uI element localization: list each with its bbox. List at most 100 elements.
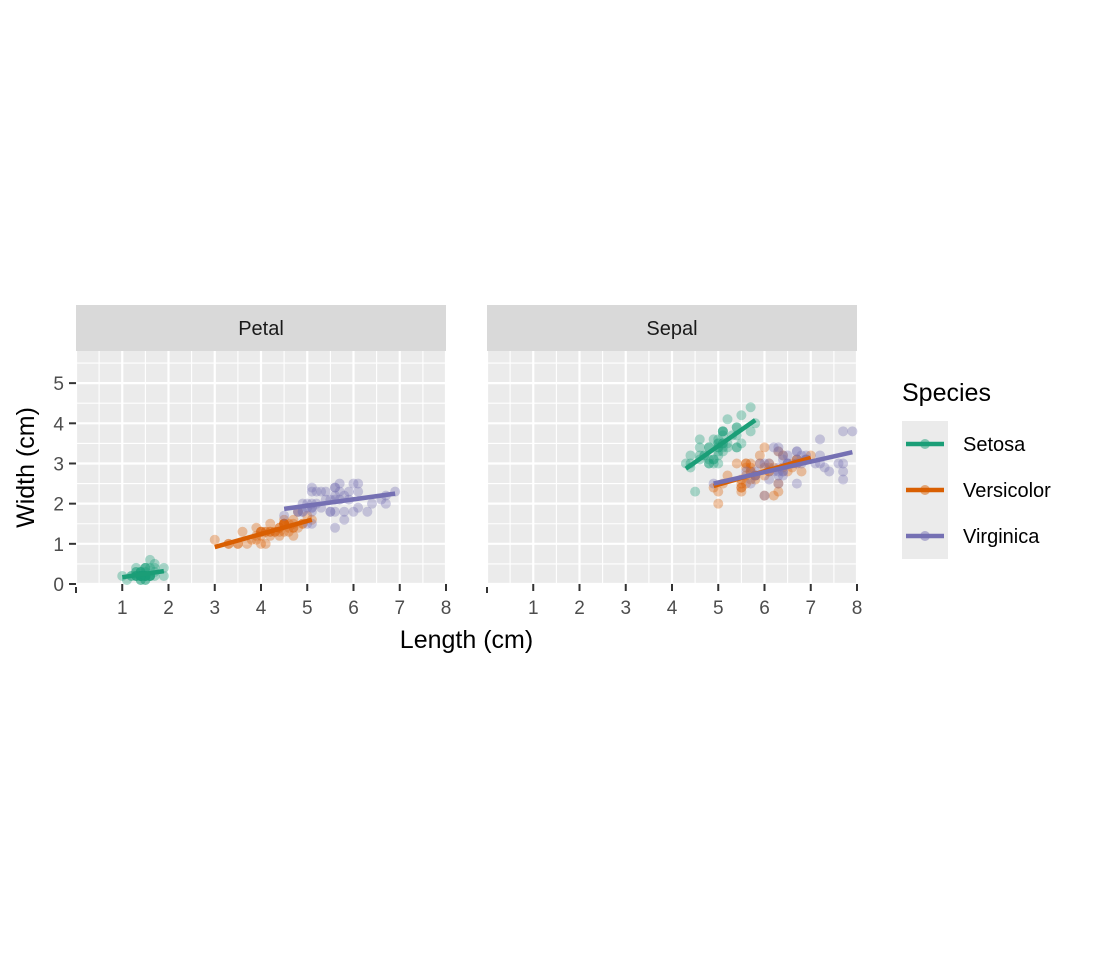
x-axis-title: Length (cm): [400, 626, 533, 654]
y-tick-label: 3: [53, 454, 64, 475]
data-point-virginica: [754, 458, 765, 469]
data-point-setosa: [135, 574, 146, 585]
fit-line-setosa-sepal: [684, 418, 757, 471]
data-point-versicolor: [237, 526, 248, 537]
data-point-versicolor: [736, 482, 747, 493]
data-point-versicolor: [778, 450, 788, 461]
strip-label-petal: Petal: [238, 318, 284, 340]
data-point-virginica: [778, 454, 788, 465]
data-point-versicolor: [265, 518, 276, 529]
data-point-setosa: [736, 410, 747, 421]
panel-petal: Petal 1 2 3 4 5 6 7 8 0 1 2 3 4 5: [53, 305, 451, 619]
data-point-virginica: [297, 506, 308, 517]
data-point-setosa: [722, 414, 733, 425]
data-point-versicolor: [745, 462, 756, 473]
data-point-virginica: [791, 478, 802, 489]
data-point-virginica: [773, 478, 784, 489]
data-point-virginica: [824, 466, 835, 477]
data-point-virginica: [838, 426, 849, 437]
y-tick-label: 0: [53, 575, 64, 596]
data-point-virginica: [353, 502, 364, 513]
data-point-virginica: [339, 506, 350, 517]
data-point-virginica: [330, 482, 340, 493]
y-axis-title: Width (cm): [12, 407, 40, 528]
data-point-virginica: [791, 446, 802, 457]
x-tick-label: 3: [620, 598, 631, 619]
data-point-virginica: [334, 478, 345, 489]
data-point-virginica: [279, 510, 290, 521]
data-point-setosa: [745, 426, 756, 437]
data-point-virginica: [380, 498, 391, 509]
data-point-virginica: [348, 506, 359, 517]
data-point-virginica: [838, 474, 849, 485]
fit-line-virginica-petal: [283, 491, 396, 512]
legend-entry-versicolor: Versicolor: [902, 467, 1051, 513]
data-point-versicolor: [731, 458, 742, 469]
panels-layer: Petal 1 2 3 4 5 6 7 8 0 1 2 3 4 5 Sepal 1 2 3 4 5 6 7 8: [53, 305, 862, 619]
data-point-versicolor: [736, 486, 747, 497]
x-tick-label: 8: [441, 598, 452, 619]
data-point-virginica: [773, 470, 784, 481]
data-point-setosa: [704, 458, 714, 469]
data-point-setosa: [713, 458, 724, 469]
data-point-versicolor: [274, 530, 285, 541]
data-point-versicolor: [741, 478, 751, 489]
data-point-setosa: [731, 442, 742, 453]
legend-key-point: [920, 531, 930, 541]
legend-label-setosa: Setosa: [963, 434, 1026, 456]
data-point-setosa: [722, 442, 733, 453]
data-point-versicolor: [279, 514, 290, 525]
data-point-setosa: [685, 450, 696, 461]
x-tick-label: 6: [759, 598, 770, 619]
data-point-virginica: [330, 506, 340, 517]
data-point-setosa: [736, 438, 747, 449]
y-tick-label: 2: [53, 495, 64, 516]
data-point-versicolor: [773, 446, 784, 457]
data-point-virginica: [320, 486, 331, 497]
fit-line-setosa-petal: [121, 568, 165, 580]
x-tick-label: 6: [348, 598, 359, 619]
data-point-virginica: [778, 450, 788, 461]
legend-title: Species: [902, 379, 991, 407]
data-point-versicolor: [251, 522, 262, 533]
panel-sepal: Sepal 1 2 3 4 5 6 7 8: [485, 305, 863, 619]
data-point-setosa: [140, 562, 151, 573]
strip-label-sepal: Sepal: [646, 318, 697, 340]
data-point-versicolor: [759, 490, 770, 501]
data-point-virginica: [330, 522, 340, 533]
data-point-setosa: [140, 562, 151, 573]
data-point-setosa: [708, 454, 719, 465]
data-point-setosa: [131, 562, 142, 573]
data-point-setosa: [690, 486, 701, 497]
data-point-setosa: [708, 458, 719, 469]
data-point-virginica: [838, 458, 849, 469]
x-tick-label: 8: [852, 598, 863, 619]
data-point-versicolor: [209, 534, 220, 545]
legend-label-virginica: Virginica: [963, 526, 1040, 548]
data-point-setosa: [145, 554, 155, 565]
x-tick-label: 7: [394, 598, 405, 619]
data-point-virginica: [764, 474, 775, 485]
data-point-versicolor: [256, 538, 266, 549]
x-tick-label: 1: [528, 598, 539, 619]
data-point-virginica: [325, 506, 336, 517]
data-point-virginica: [768, 442, 779, 453]
data-point-versicolor: [713, 498, 724, 509]
data-point-virginica: [306, 486, 317, 497]
x-tick-label: 5: [302, 598, 313, 619]
data-point-versicolor: [283, 526, 294, 537]
data-point-setosa: [708, 454, 719, 465]
data-point-virginica: [759, 458, 770, 469]
legend-entry-virginica: Virginica: [902, 513, 1040, 559]
y-tick-label: 5: [53, 374, 64, 395]
data-point-setosa: [717, 446, 728, 457]
x-tick-label: 1: [117, 598, 128, 619]
data-point-versicolor: [288, 530, 299, 541]
data-point-setosa: [745, 402, 756, 413]
data-point-versicolor: [764, 458, 775, 469]
x-tick-label: 3: [209, 598, 220, 619]
data-point-versicolor: [736, 478, 747, 489]
data-point-setosa: [694, 442, 705, 453]
data-point-versicolor: [260, 538, 271, 549]
data-point-virginica: [778, 470, 788, 481]
